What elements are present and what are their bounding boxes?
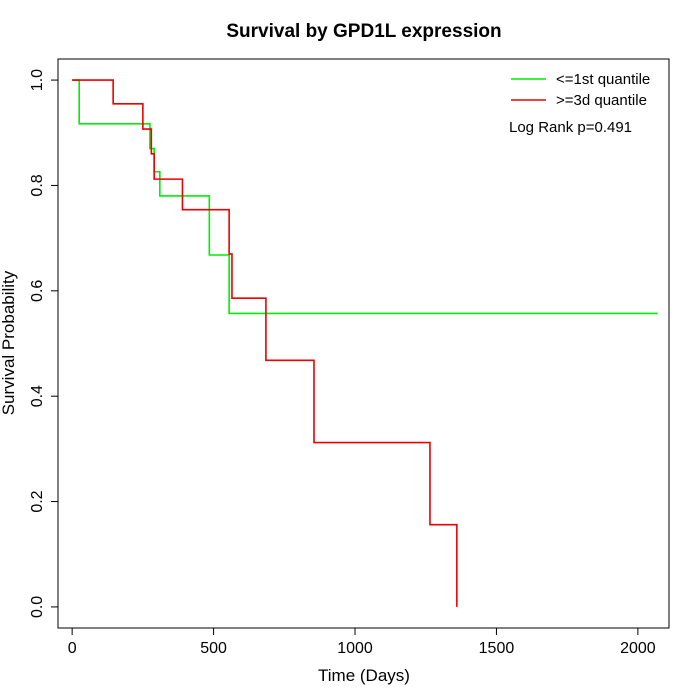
y-tick-label: 0.8 bbox=[29, 174, 46, 196]
series-line-2 bbox=[72, 79, 458, 607]
series-line-1 bbox=[72, 79, 658, 315]
x-tick-label: 2000 bbox=[620, 640, 656, 657]
x-tick-label: 1000 bbox=[337, 640, 373, 657]
log-rank-annotation: Log Rank p=0.491 bbox=[509, 119, 632, 136]
y-tick-label: 0.0 bbox=[29, 596, 46, 618]
y-tick-label: 0.4 bbox=[29, 385, 46, 407]
y-axis-label: Survival Probability bbox=[0, 270, 18, 415]
x-axis: 0 500 1000 1500 2000 bbox=[68, 627, 656, 657]
series-layer bbox=[72, 79, 658, 607]
y-tick-label: 0.6 bbox=[29, 280, 46, 302]
legend-label-2: >=3d quantile bbox=[556, 92, 647, 109]
y-tick-label: 1.0 bbox=[29, 69, 46, 91]
legend-label-1: <=1st quantile bbox=[556, 71, 650, 88]
x-tick-label: 500 bbox=[200, 640, 227, 657]
x-axis-label: Time (Days) bbox=[318, 666, 410, 685]
x-tick-label: 0 bbox=[68, 640, 77, 657]
x-tick-label: 1500 bbox=[479, 640, 515, 657]
chart-title: Survival by GPD1L expression bbox=[226, 21, 501, 42]
y-axis: 0.0 0.2 0.4 0.6 0.8 1.0 bbox=[29, 69, 59, 618]
y-tick-label: 0.2 bbox=[29, 490, 46, 512]
legend: <=1st quantile >=3d quantile bbox=[511, 71, 650, 109]
